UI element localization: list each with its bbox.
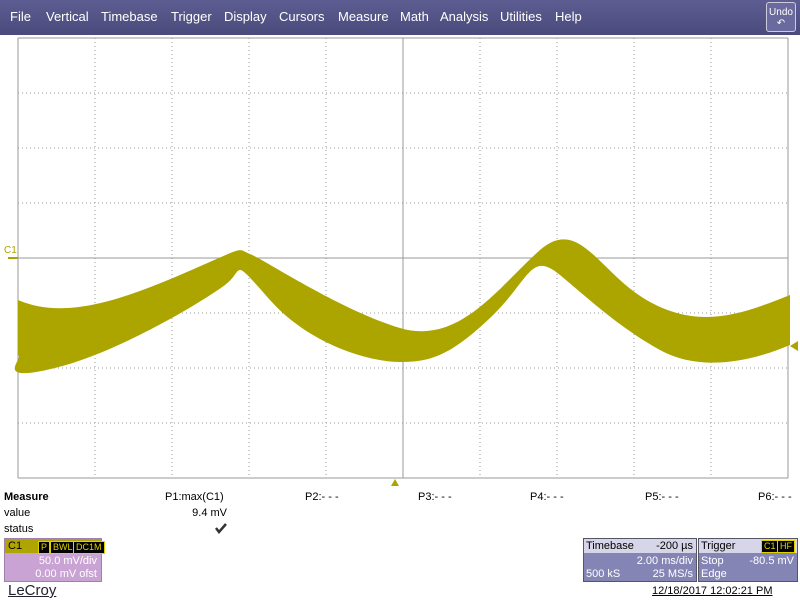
param-name[interactable]: P1:max(C1) — [165, 491, 224, 503]
badge: BWL — [50, 541, 76, 554]
param-value: 9.4 mV — [192, 507, 227, 519]
timebase-box[interactable]: Timebase -200 µs 2.00 ms/div 500 kS 25 M… — [583, 538, 697, 582]
channel-scale: 50.0 mV/div — [38, 555, 97, 567]
menu-item[interactable]: Math — [400, 9, 429, 24]
measure-title: Measure — [4, 491, 49, 503]
badge: DC1M — [73, 541, 105, 554]
trigger-position-marker — [391, 479, 399, 486]
grid — [17, 37, 789, 479]
timebase-delay: -200 µs — [656, 540, 693, 552]
menu-item[interactable]: Measure — [338, 9, 389, 24]
menu-item[interactable]: Display — [224, 9, 267, 24]
channel-offset: 0.00 mV ofst — [35, 568, 97, 580]
menu-item[interactable]: Cursors — [279, 9, 325, 24]
channel-box[interactable]: C1 P BWL DC1M 50.0 mV/div 0.00 mV ofst — [4, 538, 105, 582]
waveform — [14, 239, 791, 374]
row-label: value — [4, 507, 31, 519]
param-name[interactable]: P2:- - - — [305, 491, 339, 503]
trigger-level: -80.5 mV — [749, 555, 794, 567]
param-name[interactable]: P6:- - - — [758, 491, 792, 503]
menu-bar: File Vertical Timebase Trigger Display Cursor… — [0, 0, 800, 35]
menu-item[interactable]: Utilities — [500, 9, 542, 24]
timebase-samples: 500 kS — [586, 568, 621, 580]
row-label: status — [4, 523, 34, 535]
brand-logo: LeCroy — [8, 582, 57, 599]
channel-label: C1 — [4, 245, 17, 256]
trigger-title: Trigger — [701, 540, 736, 552]
trigger-type: Edge — [701, 568, 727, 580]
channel-name: C1 — [8, 540, 23, 552]
menu-item[interactable]: Help — [555, 9, 582, 24]
trigger-level-marker — [790, 341, 798, 351]
trigger-coupling: HF — [777, 540, 795, 553]
menu-item[interactable]: Trigger — [171, 9, 212, 24]
menu-item[interactable]: Vertical — [46, 9, 89, 24]
trigger-mode: Stop — [701, 555, 724, 567]
param-name[interactable]: P5:- - - — [645, 491, 679, 503]
menu-item[interactable]: Analysis — [440, 9, 489, 24]
status-check — [215, 523, 227, 534]
param-name[interactable]: P3:- - - — [418, 491, 452, 503]
menu-item[interactable]: Timebase — [101, 9, 158, 24]
timestamp: 12/18/2017 12:02:21 PM — [652, 585, 773, 597]
timebase-scale: 2.00 ms/div — [636, 555, 693, 567]
undo-button[interactable]: Undo ↶ — [766, 2, 796, 32]
badge: P — [38, 541, 51, 554]
trigger-box[interactable]: Trigger C1 HF Stop -80.5 mV Edge — [698, 538, 798, 582]
undo-label: Undo — [769, 7, 793, 18]
timebase-rate: 25 MS/s — [652, 568, 693, 580]
param-name[interactable]: P4:- - - — [530, 491, 564, 503]
trigger-source: C1 — [761, 540, 779, 553]
menu-item[interactable]: File — [10, 9, 31, 24]
waveform-display: C1 — [4, 37, 798, 486]
timebase-title: Timebase — [586, 540, 634, 552]
